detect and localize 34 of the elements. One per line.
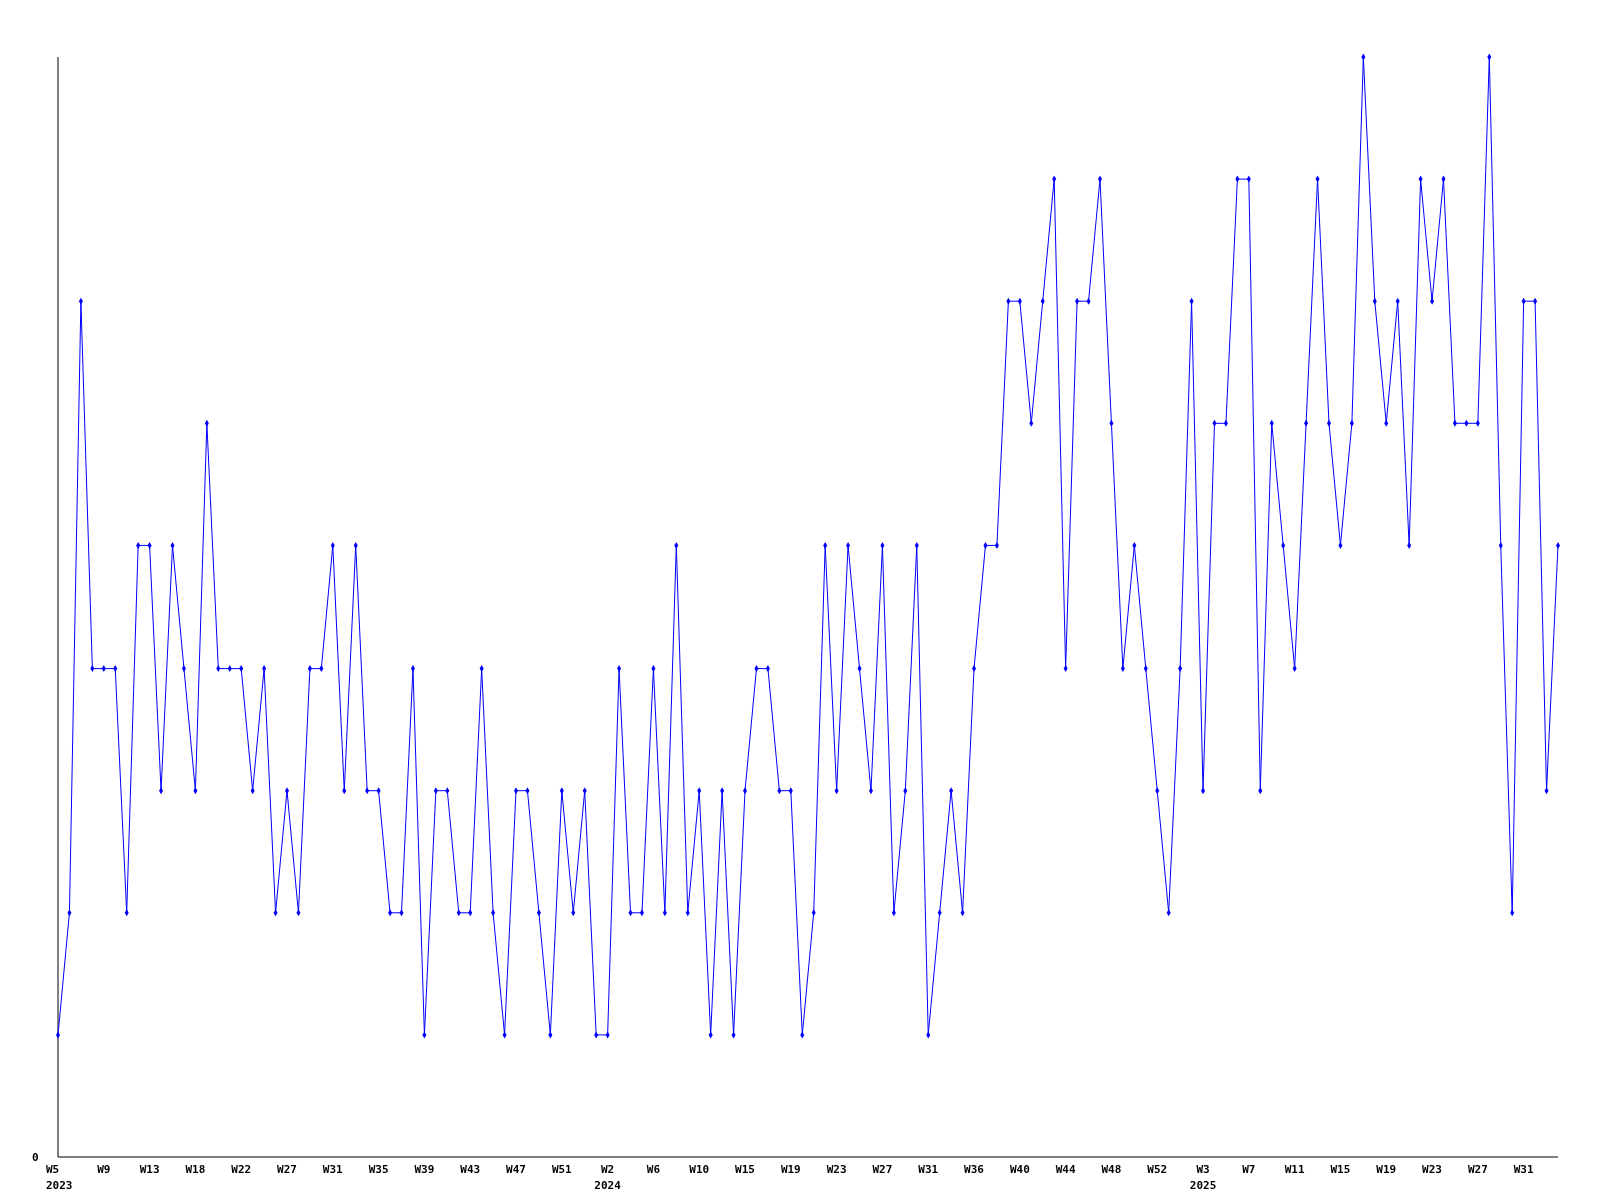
x-tick-label: W40 — [1009, 1163, 1030, 1176]
x-tick-label: W52 — [1147, 1163, 1168, 1176]
x-tick-label: W35 — [368, 1163, 389, 1176]
x-tick-label: W31 — [918, 1163, 939, 1176]
x-tick-label: W47 — [506, 1163, 526, 1176]
x-tick-label: W13 — [139, 1163, 160, 1176]
x-tick-label: W44 — [1055, 1163, 1076, 1176]
x-tick-label: W6 — [646, 1163, 661, 1176]
x-tick-label: W27 — [872, 1163, 893, 1176]
x-tick-label: W19 — [780, 1163, 801, 1176]
x-tick-label: W23 — [826, 1163, 847, 1176]
x-tick-label: W11 — [1284, 1163, 1305, 1176]
x-tick-label: W31 — [322, 1163, 344, 1176]
x-tick-label: W27 — [277, 1163, 297, 1176]
x-tick-label: W15 — [735, 1163, 755, 1176]
x-tick-label: W7 — [1242, 1163, 1256, 1176]
x-tick-label: W22 — [231, 1163, 252, 1176]
x-tick-label: W48 — [1101, 1163, 1122, 1176]
x-tick-label: W3 2025 — [1189, 1163, 1217, 1192]
x-tick-label: W39 — [414, 1163, 435, 1176]
x-tick-label: W23 — [1422, 1163, 1442, 1176]
x-tick-label: W9 — [97, 1163, 111, 1176]
x-tick-label: W27 — [1467, 1163, 1488, 1176]
x-tick-label: W2 2024 — [594, 1163, 622, 1192]
x-tick-label: W19 — [1376, 1163, 1397, 1176]
x-tick-label: W43 — [460, 1163, 481, 1176]
text: 0 — [32, 1151, 39, 1164]
x-tick-label: W5 2023 — [46, 1163, 73, 1192]
x-tick-label: W51 — [551, 1163, 573, 1176]
x-tick-label: W10 — [689, 1163, 710, 1176]
x-tick-label: W18 — [185, 1163, 206, 1176]
x-tick-label: W36 — [964, 1163, 985, 1176]
x-tick-label: W15 — [1330, 1163, 1351, 1176]
x-tick-label: W31 — [1513, 1163, 1534, 1176]
